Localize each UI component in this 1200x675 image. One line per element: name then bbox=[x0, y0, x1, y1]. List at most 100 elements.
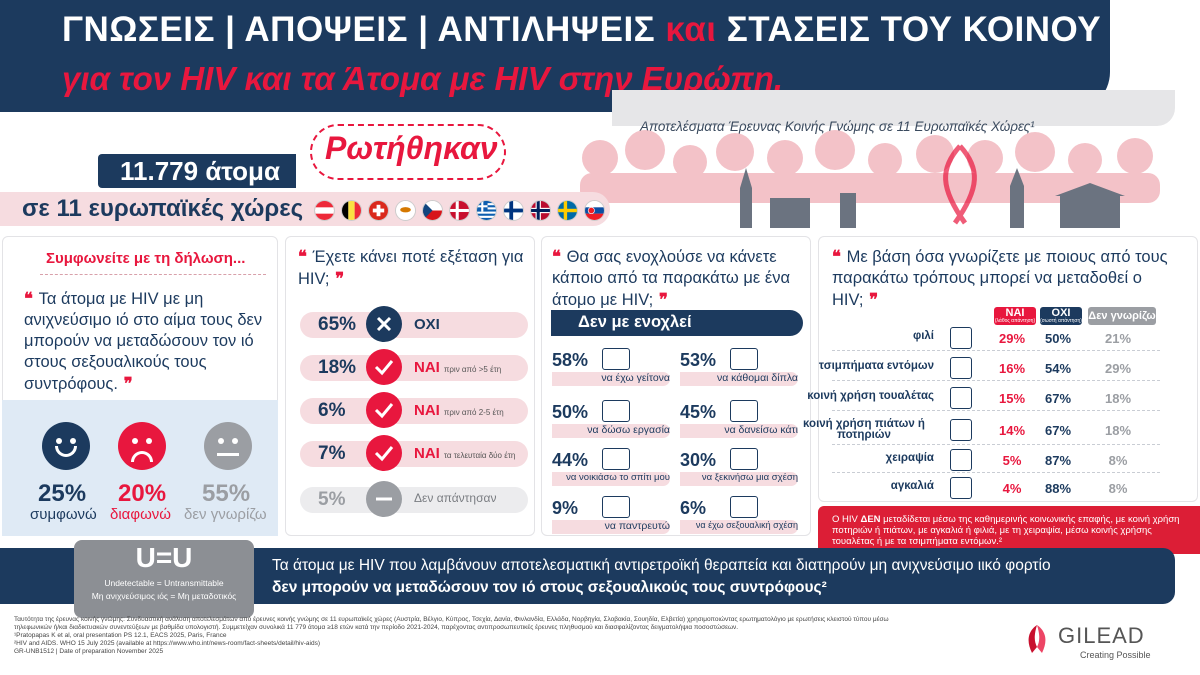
uu-statement-line1: Τα άτομα με HIV που λαμβάνουν αποτελεσμα… bbox=[272, 557, 1051, 574]
testing-label: ΝΑΙ bbox=[414, 445, 440, 462]
quote-close-icon: ❞ bbox=[653, 290, 668, 309]
key-icon bbox=[602, 448, 630, 470]
discomfort-item: 9% να παντρευτώ bbox=[552, 496, 670, 534]
happy-face-icon bbox=[42, 422, 90, 470]
testing-label: ΟΧΙ bbox=[414, 316, 440, 333]
asked-speech-bubble bbox=[310, 124, 506, 180]
testing-sublabel: πριν από >5 έτη bbox=[443, 365, 502, 374]
transmission-row: χειραψία 5% 87% 8% bbox=[832, 449, 1160, 473]
discomfort-item: 30% να ξεκινήσω μια σχέση bbox=[680, 448, 804, 490]
quote-open-icon: ❝ bbox=[552, 247, 567, 266]
disagree-percent: 20% bbox=[118, 480, 167, 507]
toilet-icon bbox=[950, 387, 972, 409]
intimacy-icon bbox=[730, 496, 758, 518]
disagree-label: διαφωνώ bbox=[110, 506, 172, 523]
agreement-title: Συμφωνείτε με τη δήλωση... bbox=[46, 250, 246, 267]
quote-close-icon: ❞ bbox=[329, 269, 345, 288]
transmission-note-box bbox=[818, 506, 1200, 554]
norway-flag-icon bbox=[530, 200, 551, 221]
page-title: ΓΝΩΣΕΙΣ | ΑΠΟΨΕΙΣ | ΑΝΤΙΛΗΨΕΙΣ και ΣΤΑΣΕ… bbox=[62, 10, 1102, 49]
testing-panel bbox=[285, 236, 535, 536]
testing-percent: 7% bbox=[318, 443, 346, 464]
bench-icon bbox=[730, 348, 758, 370]
uu-title: U=U bbox=[135, 542, 193, 573]
discomfort-item: 44% να νοικιάσω το σπίτι μου bbox=[552, 448, 676, 490]
transmission-row: τσιμπήματα εντόμων 16% 54% 29% bbox=[819, 357, 1160, 381]
asked-label: Ρωτήθηκαν bbox=[325, 130, 498, 166]
header-dont-know: Δεν γνωρίζω bbox=[1088, 307, 1156, 325]
box-icon bbox=[730, 400, 758, 422]
quote-close-icon: ❞ bbox=[863, 290, 879, 309]
agreement-statement: ❝ Τα άτομα με HIV με μη ανιχνεύσιμο ιό σ… bbox=[24, 289, 263, 393]
cyprus-flag-icon bbox=[395, 200, 416, 221]
discomfort-item: 50% να δώσω εργασία bbox=[552, 400, 670, 438]
dont-know-percent: 55% bbox=[202, 480, 251, 507]
testing-row: 5% Δεν απάντησαν bbox=[300, 481, 528, 517]
testing-row: 65% ΟΧΙ bbox=[300, 306, 528, 342]
quote-open-icon: ❝ bbox=[832, 247, 847, 266]
quote-open-icon: ❝ bbox=[24, 289, 39, 308]
discomfort-item: 58% να έχω γείτονα bbox=[552, 348, 670, 386]
transmission-row: φιλί 29% 50% 21% bbox=[832, 327, 1160, 351]
brand-name: GILEAD bbox=[1058, 623, 1145, 648]
denmark-flag-icon bbox=[449, 200, 470, 221]
transmission-panel bbox=[818, 236, 1198, 502]
houses-icon bbox=[602, 348, 630, 370]
header-no: ΟΧΙ (σωστή απάντηση) bbox=[1040, 307, 1082, 325]
dash-icon bbox=[366, 481, 402, 517]
testing-label: ΝΑΙ bbox=[414, 359, 440, 376]
testing-percent: 18% bbox=[318, 357, 357, 378]
kiss-icon bbox=[950, 327, 972, 349]
divider bbox=[40, 274, 266, 275]
discomfort-item: 45% να δανείσω κάτι bbox=[680, 400, 798, 438]
footnotes: Ταυτότητα της έρευνας κοινής γνώμης: Συν… bbox=[14, 616, 954, 656]
not-bothered-bar bbox=[551, 310, 803, 336]
quote-open-icon: ❝ bbox=[298, 247, 313, 266]
finland-flag-icon bbox=[503, 200, 524, 221]
testing-percent: 65% bbox=[318, 314, 357, 335]
slovakia-flag-icon bbox=[584, 200, 605, 221]
transmission-row: αγκαλιά 4% 88% 8% bbox=[832, 477, 1160, 501]
greece-flag-icon bbox=[476, 200, 497, 221]
check-icon bbox=[366, 349, 402, 385]
footnote-line: τηλεφωνικών ή/και διαδικτυακών συνεντεύξ… bbox=[14, 624, 739, 631]
mosquito-icon bbox=[950, 357, 972, 379]
testing-sublabel: τα τελευταία δύο έτη bbox=[443, 451, 516, 460]
europe-skyline-illustration bbox=[580, 130, 1160, 228]
handshake-icon bbox=[950, 449, 972, 471]
testing-label: Δεν απάντησαν bbox=[414, 491, 497, 505]
transmission-question: ❝ Με βάση όσα γνωρίζετε με ποιους από το… bbox=[832, 247, 1168, 309]
hug-icon bbox=[950, 477, 972, 499]
dont-know-label: δεν γνωρίζω bbox=[184, 506, 267, 523]
agree-percent: 25% bbox=[38, 480, 87, 507]
switzerland-flag-icon bbox=[368, 200, 389, 221]
sweden-flag-icon bbox=[557, 200, 578, 221]
transmission-note: Ο HIV ΔΕΝ μεταδίδεται μέσω της καθημεριν… bbox=[832, 514, 1180, 547]
transmission-row: κοινή χρήση τουαλέτας 15% 67% 18% bbox=[807, 387, 1160, 411]
footnote-line: ¹Pratopapas K et al, oral presentation P… bbox=[14, 632, 227, 639]
header-yes: ΝΑΙ (λάθος απάντηση) bbox=[994, 307, 1036, 325]
discomfort-item: 53% να κάθομαι δίπλα bbox=[680, 348, 798, 386]
survey-subtitle: Αποτελέσματα Έρευνας Κοινής Γνώμης σε 11… bbox=[640, 119, 1035, 134]
countries-label: σε 11 ευρωπαϊκές χώρες bbox=[22, 195, 304, 222]
handshake-icon bbox=[602, 400, 630, 422]
neutral-face-icon bbox=[204, 422, 252, 470]
not-bothered-label: Δεν με ενοχλεί bbox=[578, 313, 692, 331]
discomfort-panel bbox=[541, 236, 811, 536]
testing-row: 18% ΝΑΙ πριν από >5 έτη bbox=[300, 349, 528, 385]
belgium-flag-icon bbox=[341, 200, 362, 221]
discomfort-item: 6% να έχω σεξουαλική σχέση bbox=[680, 496, 804, 538]
footnote-line: ²HIV and AIDS. WHO 15 July 2025 (availab… bbox=[14, 640, 320, 647]
respondent-count-box bbox=[98, 154, 296, 188]
respondent-count: 11.779 άτομα bbox=[120, 156, 280, 186]
testing-label: ΝΑΙ bbox=[414, 402, 440, 419]
agree-label: συμφωνώ bbox=[30, 506, 97, 523]
x-icon bbox=[366, 306, 402, 342]
footnote-line: Ταυτότητα της έρευνας κοινής γνώμης: Συν… bbox=[14, 616, 889, 623]
transmission-row: κοινή χρήση πιάτων ή ποτηριών 14% 67% 18… bbox=[803, 417, 1160, 445]
flags-row bbox=[314, 200, 605, 221]
check-icon bbox=[366, 392, 402, 428]
testing-percent: 5% bbox=[318, 489, 346, 510]
uu-badge bbox=[74, 540, 254, 618]
check-icon bbox=[366, 435, 402, 471]
